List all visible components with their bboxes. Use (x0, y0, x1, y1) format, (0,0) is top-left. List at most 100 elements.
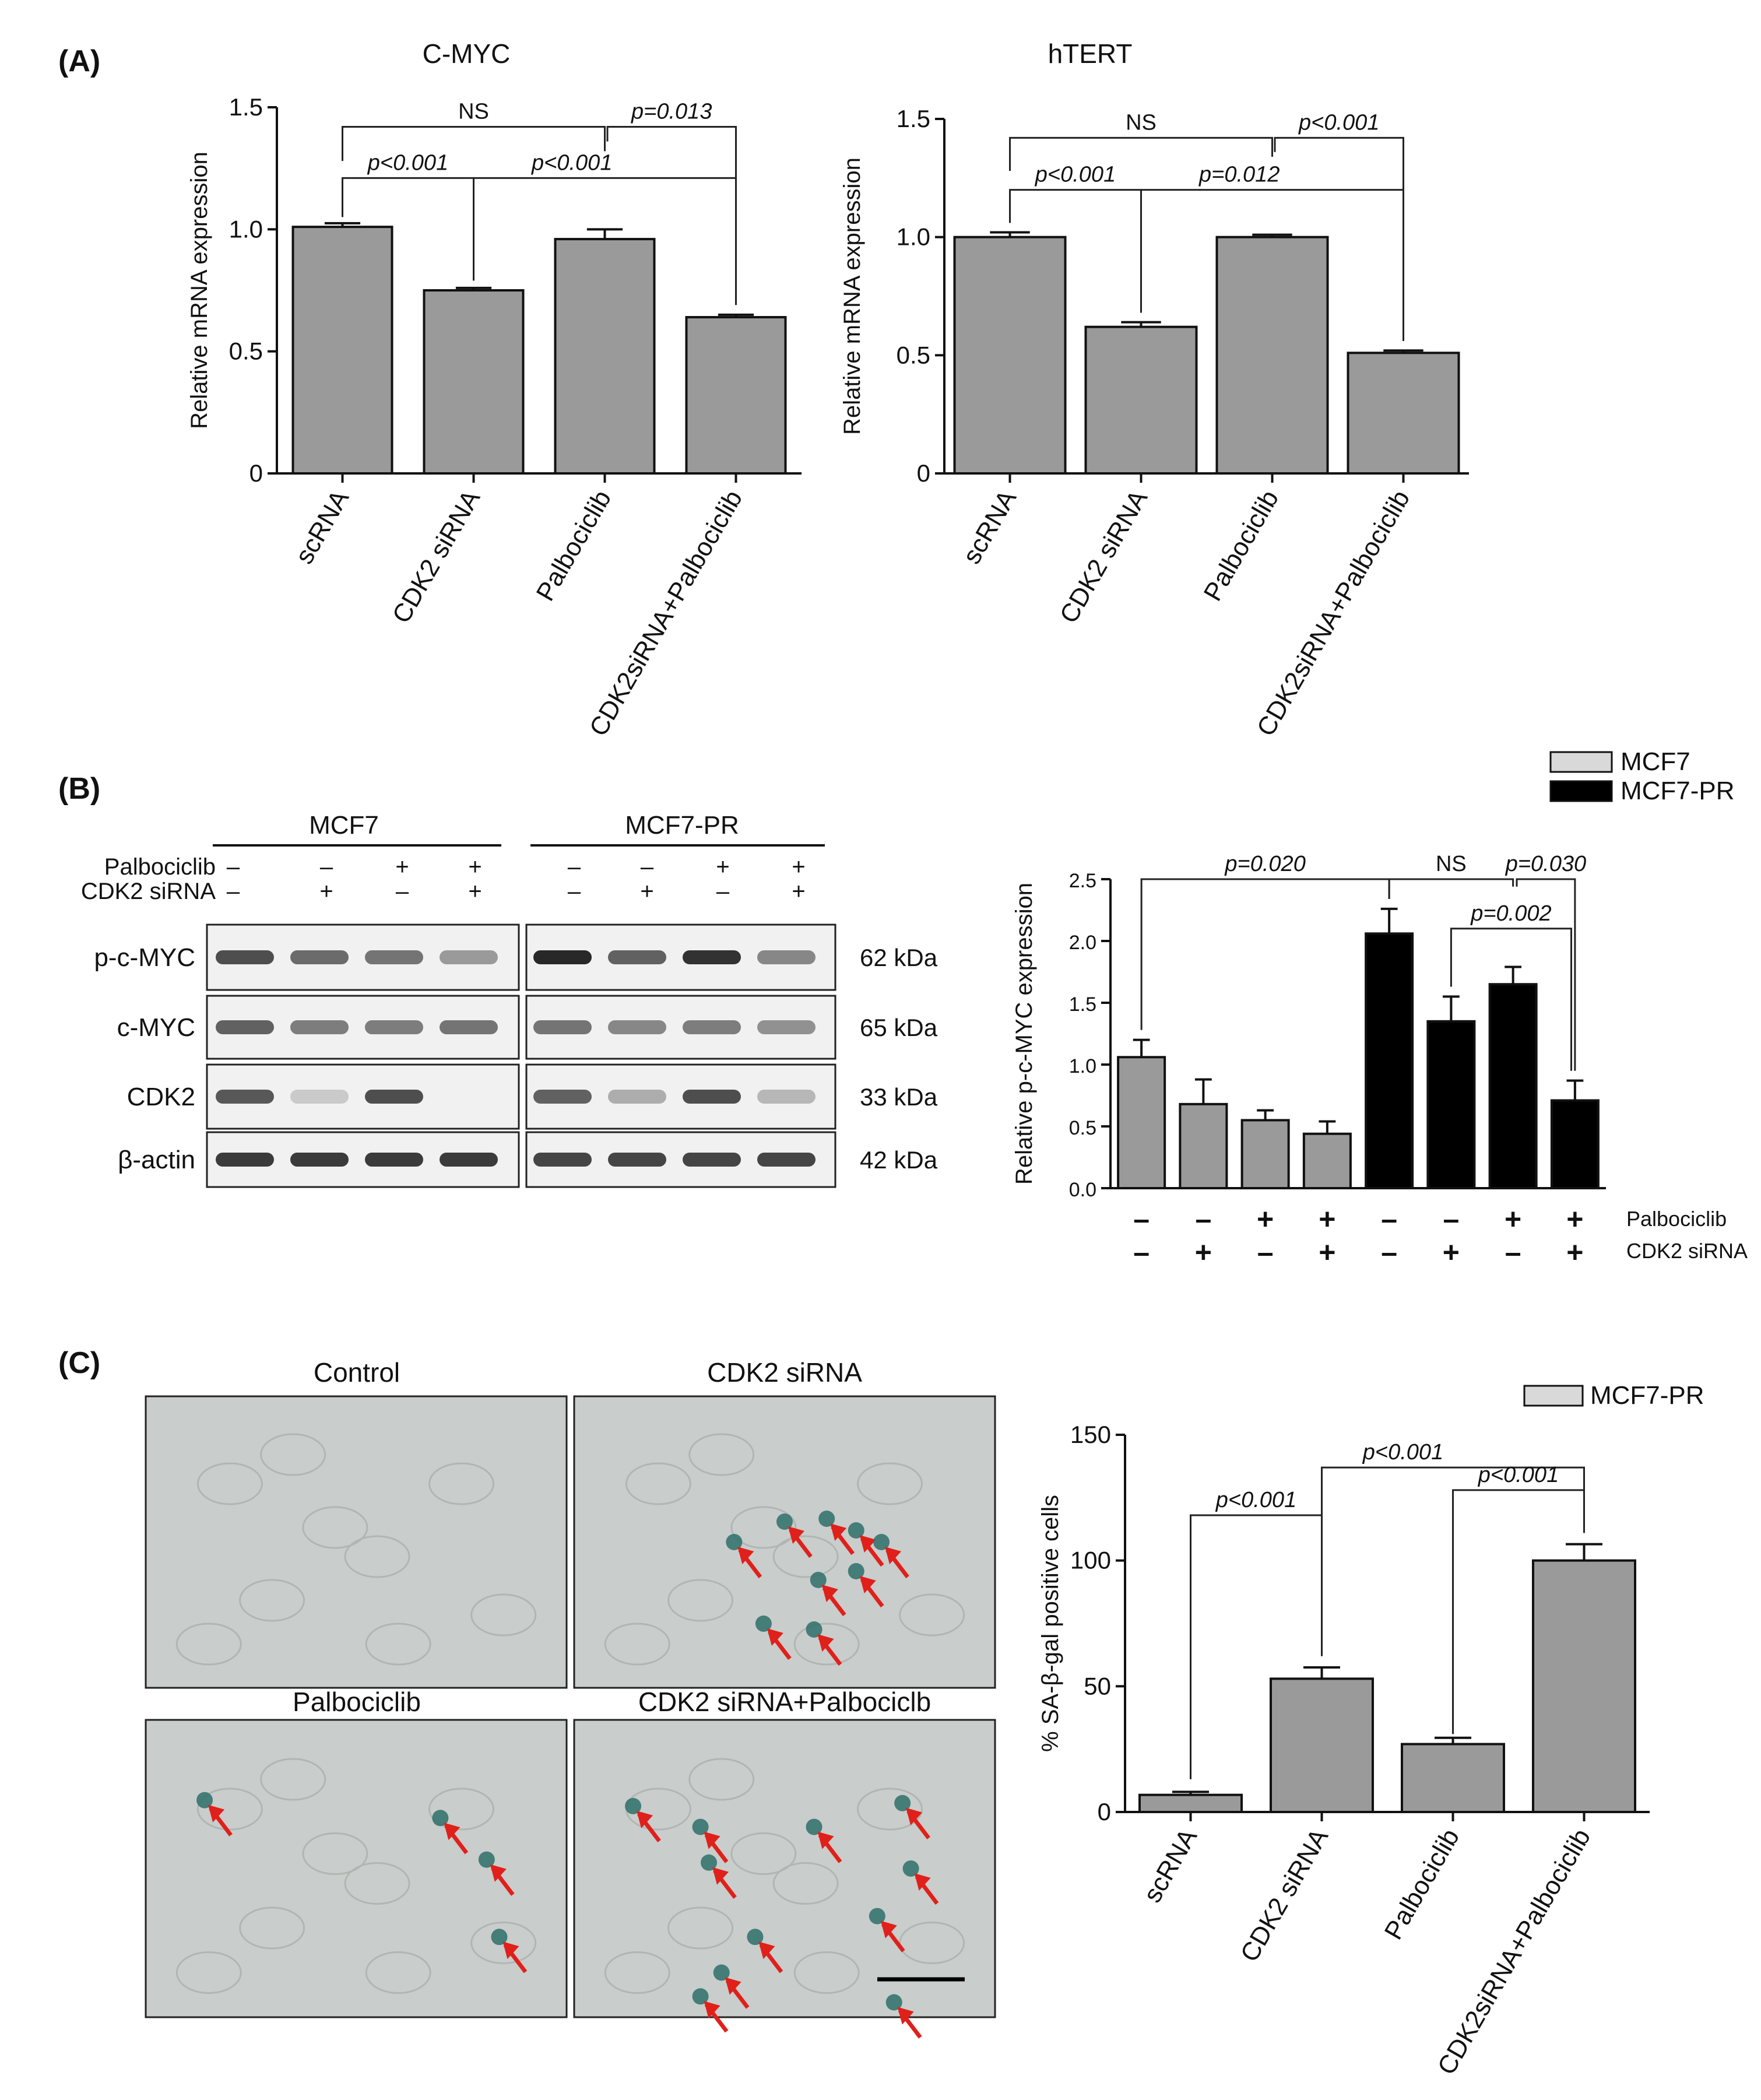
sirna-sign: + (1443, 1236, 1460, 1269)
protein-band (683, 1020, 741, 1034)
protein-band (216, 950, 274, 964)
red-arrowhead (502, 1941, 519, 1959)
palbociclib-sign: + (1505, 1203, 1521, 1235)
significance-label: p=0.013 (631, 99, 712, 124)
legend-label: MCF7-PR (1590, 1381, 1704, 1410)
significance-label: p=0.020 (1224, 852, 1305, 876)
palbociclib-sign: + (1257, 1203, 1274, 1235)
significance-bracket (1388, 878, 1514, 899)
significance-label: p=0.012 (1198, 163, 1280, 187)
palbociclib-sign: + (1566, 1203, 1583, 1235)
cell-outline (772, 1535, 839, 1578)
x-category-label: scRNA (957, 485, 1022, 569)
protein-band (683, 1153, 741, 1167)
significance-bracket (1516, 878, 1576, 1071)
cell-outline (625, 1462, 691, 1505)
red-arrowhead (817, 1831, 834, 1849)
protein-band (683, 1090, 741, 1104)
x-category-label: Palbociclib (1379, 1824, 1465, 1945)
protein-band (290, 1153, 349, 1167)
band-label: β-actin (118, 1146, 195, 1174)
cell-outline (730, 1506, 797, 1549)
panel-a-letter: (A) (58, 44, 100, 78)
significance-bracket (1450, 928, 1572, 1071)
protein-band (757, 1090, 816, 1104)
stained-cell (894, 1795, 911, 1811)
cell-outline (175, 1623, 242, 1666)
protein-band (683, 950, 741, 964)
cell-outline (772, 1862, 839, 1905)
bar (1117, 1056, 1166, 1190)
red-arrowhead (737, 1547, 754, 1564)
panel-b-letter: (B) (58, 772, 100, 806)
cell-outline (470, 1593, 537, 1637)
cell-outline (344, 1862, 410, 1905)
y-tick-label: 1.5 (229, 93, 263, 121)
y-tick-label: 0.5 (897, 341, 930, 368)
palbociclib-sign: – (1133, 1203, 1150, 1235)
group-label: MCF7 (309, 811, 379, 840)
palbociclib-row-label: Palbociclib (1626, 1207, 1727, 1231)
stained-cell (806, 1621, 822, 1638)
sirna-sign: – (1505, 1236, 1521, 1269)
protein-band (533, 1090, 592, 1104)
protein-band (440, 1153, 498, 1167)
image-title: Control (314, 1357, 400, 1388)
legend-swatch (1549, 751, 1613, 773)
significance-label: p<0.001 (1298, 110, 1379, 135)
stained-cell (848, 1522, 864, 1539)
significance-label: p<0.001 (1478, 1463, 1559, 1487)
bar (1550, 1099, 1600, 1189)
y-tick-label: 2.0 (1069, 932, 1096, 954)
protein-band (757, 950, 816, 964)
protein-band (608, 1153, 666, 1167)
cell-outline (302, 1506, 368, 1549)
y-tick-label: 50 (1084, 1672, 1111, 1699)
sirna-sign: + (1566, 1236, 1583, 1269)
stained-cell (692, 1818, 709, 1835)
stained-cell (755, 1616, 772, 1632)
protein-band (608, 950, 666, 964)
molecular-weight-label: 65 kDa (860, 1014, 938, 1041)
y-tick-label: 1.5 (1069, 993, 1096, 1016)
stained-cell (776, 1513, 793, 1530)
stained-cell (869, 1908, 885, 1925)
cell-outline (604, 1623, 670, 1666)
x-category-label: CDK2 siRNA (1055, 485, 1154, 628)
cell-outline (857, 1462, 923, 1505)
stained-cell (848, 1563, 864, 1579)
stained-cell (726, 1534, 743, 1550)
y-axis-label: % SA-β-gal positive cells (1038, 1495, 1063, 1752)
cell-outline (260, 1758, 326, 1801)
bar (291, 226, 393, 475)
cell-outline (899, 1593, 965, 1637)
cell-outline (428, 1462, 494, 1505)
protein-band (216, 1090, 274, 1104)
treatment-sign: + (319, 879, 333, 904)
significance-label: p=0.002 (1470, 901, 1551, 926)
bar (1488, 983, 1538, 1189)
legend-label: MCF7 (1621, 747, 1690, 776)
red-arrowhead (885, 1547, 902, 1564)
stained-cell (902, 1860, 919, 1877)
stained-cell (747, 1929, 764, 1946)
image-title: Palbociclib (293, 1687, 421, 1717)
cell-outline (196, 1788, 263, 1831)
protein-band (216, 1020, 274, 1034)
bar (1084, 325, 1198, 475)
chart-title: C-MYC (423, 38, 511, 69)
y-tick-label: 0.0 (1069, 1179, 1096, 1201)
significance-bracket (342, 125, 606, 161)
group-label: MCF7-PR (625, 811, 739, 840)
cell-outline (344, 1535, 410, 1578)
cell-outline (857, 1788, 923, 1831)
stained-cell (196, 1792, 213, 1808)
cell-outline (667, 1906, 734, 1950)
cell-outline (899, 1922, 965, 1964)
protein-band (533, 1020, 592, 1034)
palbociclib-sign: – (1195, 1203, 1211, 1235)
bar (1532, 1559, 1636, 1814)
y-tick-label: 100 (1070, 1547, 1111, 1574)
treatment-sign: – (568, 854, 581, 880)
